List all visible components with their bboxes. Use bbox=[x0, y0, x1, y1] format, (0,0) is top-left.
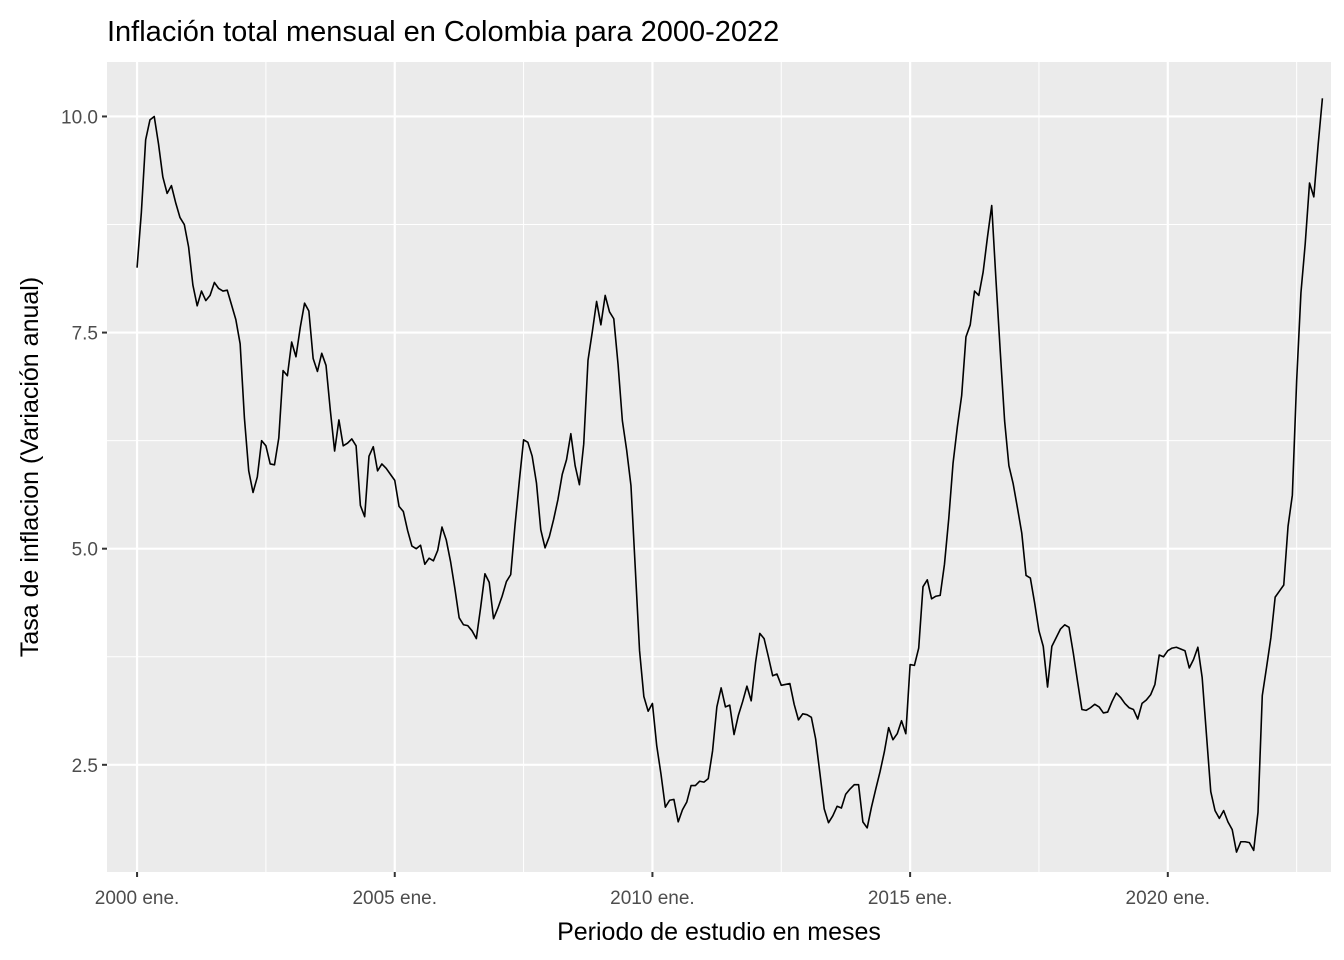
minor-gridlines bbox=[107, 62, 1331, 872]
x-axis-title: Periodo de estudio en meses bbox=[557, 918, 881, 946]
y-axis-title: Tasa de inflacion (Variación anual) bbox=[16, 277, 44, 657]
inflation-series-line bbox=[136, 98, 1324, 853]
x-tick-label: 2000 ene. bbox=[95, 888, 180, 909]
x-tick-label: 2005 ene. bbox=[352, 888, 437, 909]
y-tick-label: 10.0 bbox=[61, 107, 98, 128]
chart-title: Inflación total mensual en Colombia para… bbox=[107, 16, 779, 48]
x-tick-label: 2015 ene. bbox=[868, 888, 953, 909]
y-tick-label: 7.5 bbox=[72, 324, 98, 345]
y-tick-label: 2.5 bbox=[72, 756, 98, 777]
x-axis: 2000 ene. 2005 ene. 2010 ene. 2015 ene. 2020… bbox=[95, 872, 1210, 909]
x-tick-label: 2020 ene. bbox=[1126, 888, 1211, 909]
plot-panel bbox=[107, 62, 1331, 872]
y-tick-label: 5.0 bbox=[72, 540, 98, 561]
y-axis: 2.5 5.0 7.5 10.0 bbox=[61, 107, 107, 777]
x-tick-label: 2010 ene. bbox=[610, 888, 695, 909]
